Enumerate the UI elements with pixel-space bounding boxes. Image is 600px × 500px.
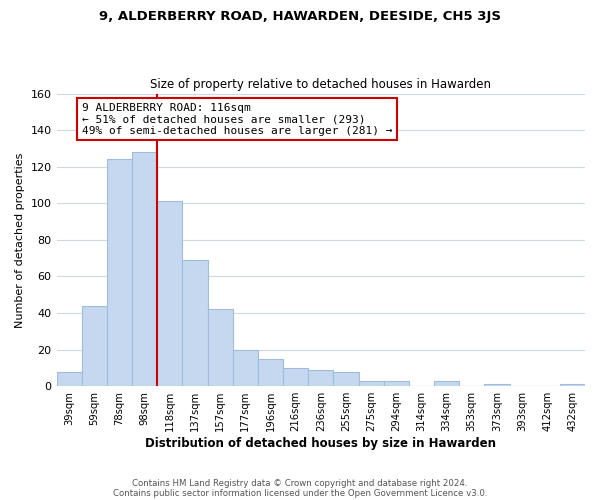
Bar — [308, 370, 334, 386]
Text: Contains HM Land Registry data © Crown copyright and database right 2024.: Contains HM Land Registry data © Crown c… — [132, 478, 468, 488]
Title: Size of property relative to detached houses in Hawarden: Size of property relative to detached ho… — [150, 78, 491, 91]
Bar — [560, 384, 585, 386]
Bar — [283, 368, 308, 386]
Bar — [383, 380, 409, 386]
Bar — [107, 160, 132, 386]
Text: 9 ALDERBERRY ROAD: 116sqm
← 51% of detached houses are smaller (293)
49% of semi: 9 ALDERBERRY ROAD: 116sqm ← 51% of detac… — [82, 102, 392, 136]
Text: Contains public sector information licensed under the Open Government Licence v3: Contains public sector information licen… — [113, 488, 487, 498]
Bar — [359, 380, 383, 386]
Bar — [434, 380, 459, 386]
Bar — [182, 260, 208, 386]
X-axis label: Distribution of detached houses by size in Hawarden: Distribution of detached houses by size … — [145, 437, 496, 450]
Bar — [484, 384, 509, 386]
Bar — [157, 202, 182, 386]
Text: 9, ALDERBERRY ROAD, HAWARDEN, DEESIDE, CH5 3JS: 9, ALDERBERRY ROAD, HAWARDEN, DEESIDE, C… — [99, 10, 501, 23]
Bar — [208, 310, 233, 386]
Bar — [132, 152, 157, 386]
Y-axis label: Number of detached properties: Number of detached properties — [15, 152, 25, 328]
Bar — [56, 372, 82, 386]
Bar — [334, 372, 359, 386]
Bar — [233, 350, 258, 386]
Bar — [82, 306, 107, 386]
Bar — [258, 359, 283, 386]
